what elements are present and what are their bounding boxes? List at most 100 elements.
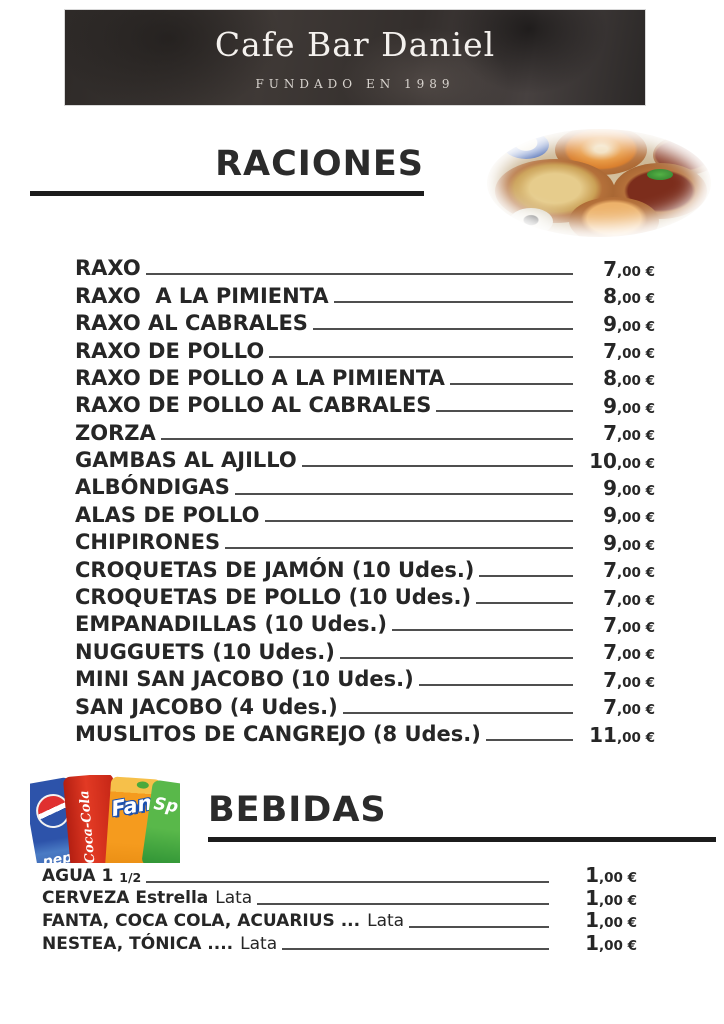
menu-item-row: ALAS DE POLLO 9,00 €	[75, 499, 655, 526]
price-cents: ,00 €	[616, 346, 655, 363]
price-euros: 7	[603, 421, 617, 446]
shrimp-bowl	[569, 197, 659, 237]
item-name: SAN JACOBO (4 Udes.)	[75, 694, 338, 719]
item-price: 7,00 €	[573, 259, 655, 280]
price-cents: ,00 €	[616, 702, 655, 719]
leader-line	[146, 880, 549, 883]
item-suffix: 1/2	[119, 870, 142, 886]
bebidas-list: AGUA 1 1/2 1,00 € CERVEZA Estrella Lata …	[42, 863, 637, 953]
item-name: CERVEZA Estrella	[42, 888, 209, 909]
leader-line	[145, 273, 573, 276]
menu-item-row: CROQUETAS DE JAMÓN (10 Udes.) 7,00 €	[75, 553, 655, 582]
price-cents: ,00 €	[598, 915, 637, 932]
price-euros: 9	[603, 393, 617, 418]
item-name: NESTEA, TÓNICA ....	[42, 933, 234, 954]
item-name: CHIPIRONES	[75, 530, 221, 555]
tapas-photo	[487, 129, 711, 237]
item-name: AGUA 1	[42, 865, 114, 886]
leader-line	[282, 948, 549, 951]
leader-line	[269, 355, 573, 358]
founded-tagline: FUNDADO EN 1989	[255, 76, 455, 91]
item-price: 1,00 €	[549, 865, 637, 886]
section-title-raciones: RACIONES	[30, 144, 424, 196]
price-cents: ,00 €	[616, 428, 655, 445]
item-name: ZORZA	[75, 420, 156, 445]
item-name: ALBÓNDIGAS	[75, 475, 230, 500]
price-cents: ,00 €	[598, 892, 637, 909]
item-name: GAMBAS AL AJILLO	[75, 448, 297, 473]
item-name: MINI SAN JACOBO (10 Udes.)	[75, 667, 414, 692]
section-title-text: RACIONES	[215, 144, 424, 184]
menu-item-row: RAXO DE POLLO AL CABRALES 9,00 €	[75, 389, 655, 416]
item-price: 7,00 €	[573, 423, 655, 444]
soda-cans-photo: pep Coca-Cola Fan Sp	[30, 775, 180, 863]
price-cents: ,00 €	[616, 619, 655, 636]
item-name: CROQUETAS DE JAMÓN (10 Udes.)	[75, 557, 475, 582]
price-cents: ,00 €	[598, 937, 637, 954]
menu-item-row: CERVEZA Estrella Lata 1,00 €	[42, 886, 637, 909]
section-title-text: BEBIDAS	[208, 790, 387, 830]
price-cents: ,00 €	[616, 455, 655, 472]
price-euros: 7	[603, 558, 617, 583]
price-euros: 1	[585, 908, 599, 933]
section-title-bebidas: BEBIDAS	[208, 790, 716, 842]
price-cents: ,00 €	[598, 870, 637, 887]
item-suffix: Lata	[240, 933, 278, 954]
leader-line	[339, 656, 573, 659]
item-price: 9,00 €	[573, 314, 655, 335]
sprite-can-text: Sp	[152, 793, 180, 818]
tapas-photo-background	[487, 129, 711, 237]
item-suffix: Lata	[215, 888, 253, 909]
item-price: 7,00 €	[573, 642, 655, 663]
leader-line	[333, 300, 573, 303]
menu-item-row: GAMBAS AL AJILLO 10,00 €	[75, 444, 655, 471]
item-price: 10,00 €	[573, 451, 655, 472]
menu-item-row: CROQUETAS DE POLLO (10 Udes.) 7,00 €	[75, 581, 655, 608]
item-price: 7,00 €	[573, 560, 655, 581]
leader-line	[160, 437, 573, 440]
restaurant-name: Cafe Bar Daniel	[214, 24, 496, 64]
item-price: 8,00 €	[573, 368, 655, 389]
item-name: RAXO	[75, 256, 141, 281]
menu-item-row: MUSLITOS DE CANGREJO (8 Udes.) 11,00 €	[75, 718, 655, 745]
coca-cola-can-text: Coca-Cola	[77, 789, 99, 863]
menu-item-row: NESTEA, TÓNICA .... Lata 1,00 €	[42, 931, 637, 954]
menu-item-row: ZORZA 7,00 €	[75, 416, 655, 445]
leader-line	[312, 328, 573, 331]
leader-line	[234, 492, 573, 495]
menu-item-row: ALBÓNDIGAS 9,00 €	[75, 471, 655, 498]
price-cents: ,00 €	[616, 565, 655, 582]
leader-line	[257, 903, 549, 906]
item-name: NUGGUETS (10 Udes.)	[75, 639, 335, 664]
raciones-list: RAXO 7,00 € RAXO A LA PIMIENTA 8,00 € RA…	[75, 252, 655, 745]
leader-line	[301, 465, 573, 468]
price-euros: 1	[585, 885, 599, 910]
price-cents: ,00 €	[616, 674, 655, 691]
item-suffix: Lata	[367, 910, 405, 931]
photo-vignette	[484, 126, 714, 240]
header-banner: Cafe Bar Daniel FUNDADO EN 1989	[65, 10, 645, 105]
leader-line	[436, 410, 573, 413]
item-price: 1,00 €	[549, 933, 637, 954]
item-price: 9,00 €	[573, 396, 655, 417]
menu-item-row: NUGGUETS (10 Udes.) 7,00 €	[75, 635, 655, 664]
price-cents: ,00 €	[616, 729, 655, 746]
price-euros: 7	[603, 585, 617, 610]
price-euros: 10	[589, 448, 617, 473]
price-euros: 1	[585, 863, 599, 888]
leader-line	[485, 739, 573, 742]
price-euros: 7	[603, 667, 617, 692]
fanta-leaf-icon	[136, 781, 150, 789]
leader-line	[342, 711, 573, 714]
menu-item-row: EMPANADILLAS (10 Udes.) 7,00 €	[75, 608, 655, 635]
price-euros: 8	[603, 366, 617, 391]
item-name: RAXO DE POLLO	[75, 338, 265, 363]
leader-line	[418, 684, 573, 687]
price-euros: 9	[603, 503, 617, 528]
item-price: 1,00 €	[549, 910, 637, 931]
item-name: RAXO DE POLLO AL CABRALES	[75, 393, 432, 418]
item-price: 9,00 €	[573, 505, 655, 526]
menu-item-row: RAXO AL CABRALES 9,00 €	[75, 307, 655, 334]
price-euros: 7	[603, 339, 617, 364]
